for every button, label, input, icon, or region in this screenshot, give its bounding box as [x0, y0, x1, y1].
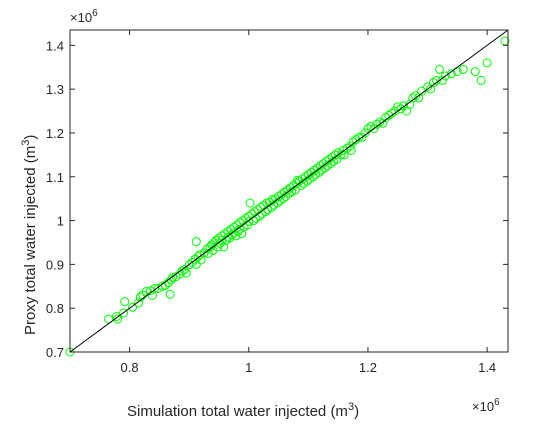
y-tick-label: 1.1 [46, 170, 64, 185]
data-point [482, 58, 492, 68]
data-point [219, 242, 229, 252]
data-point [330, 150, 340, 160]
data-point [274, 192, 284, 201]
data-point [384, 110, 394, 120]
x-axis-label-close: ) [354, 403, 359, 420]
x-exponent-base: ×10 [472, 399, 494, 414]
points-layer [65, 36, 510, 357]
y-tick-label: 0.7 [46, 345, 64, 360]
y-axis-label: Proxy total water injected (m3) [20, 135, 39, 335]
y-tick-label: 1.3 [46, 82, 64, 97]
data-point [369, 124, 379, 134]
data-point [120, 297, 130, 307]
x-exponent-label: ×106 [472, 397, 500, 414]
data-point [231, 231, 241, 241]
y-tick-label: 0.8 [46, 301, 64, 316]
data-point [119, 308, 129, 318]
reference-line-layer [69, 29, 509, 353]
data-point [235, 224, 245, 234]
y-tick-label: 0.9 [46, 257, 64, 272]
data-point [354, 132, 364, 142]
y-tick-label: 1.4 [46, 38, 64, 53]
plot-area-frame [69, 29, 509, 353]
y-axis-label-text: Proxy total water injected (m [22, 146, 39, 335]
y-tick-label: 1.2 [46, 126, 64, 141]
data-point [333, 148, 343, 158]
data-point [113, 314, 123, 324]
data-point [387, 108, 397, 118]
reference-line [69, 29, 509, 353]
data-point [360, 128, 370, 138]
y-exponent-label: ×106 [70, 8, 98, 25]
x-axis-label-sup: 3 [348, 401, 354, 413]
ticks-layer: 0.8 1 1.2 1.4 0.7 0.8 0.9 1 1.1 1.2 1.3 1.4 [46, 30, 508, 375]
data-point [134, 298, 143, 308]
x-tick-label: 1 [245, 360, 252, 375]
data-point [165, 289, 175, 299]
y-exponent-power: 6 [92, 8, 98, 19]
data-point [280, 187, 289, 197]
data-point [297, 174, 307, 184]
data-point [348, 137, 358, 147]
data-point [446, 69, 456, 79]
x-tick-label: 1.4 [478, 360, 496, 375]
data-point [423, 82, 433, 92]
data-point [181, 268, 191, 278]
data-point [372, 119, 382, 129]
data-point [327, 152, 337, 162]
y-tick-label: 1 [57, 214, 64, 229]
data-point [245, 198, 255, 208]
data-point [432, 75, 441, 85]
data-point [381, 113, 391, 123]
x-axis-label-text: Simulation total water injected (m [127, 403, 348, 420]
data-point [411, 91, 421, 101]
data-point [128, 302, 138, 312]
data-point [408, 93, 418, 103]
data-point [191, 237, 201, 247]
data-point [476, 75, 486, 85]
data-point [345, 141, 355, 151]
data-point [342, 143, 352, 153]
data-point [458, 64, 468, 74]
data-point [429, 78, 438, 88]
data-point [237, 229, 247, 239]
data-point [346, 146, 356, 155]
data-point [166, 275, 176, 285]
data-point [168, 273, 177, 282]
data-point [378, 118, 388, 128]
data-point [184, 260, 194, 270]
data-point [396, 104, 406, 114]
data-point [336, 150, 346, 160]
data-point [303, 170, 313, 180]
data-point [321, 156, 331, 166]
data-point [470, 67, 480, 77]
data-point [417, 86, 427, 96]
data-point [286, 183, 295, 193]
x-tick-label: 0.8 [121, 360, 139, 375]
data-point [437, 75, 447, 85]
y-axis-label-close: ) [22, 135, 39, 140]
data-point [351, 135, 361, 144]
data-point [315, 161, 325, 171]
data-point [399, 101, 409, 111]
data-point [177, 266, 187, 276]
x-tick-label: 1.2 [359, 360, 377, 375]
x-axis-label: Simulation total water injected (m3) [127, 401, 359, 420]
y-exponent-base: ×10 [70, 10, 92, 25]
data-point [309, 165, 319, 175]
x-exponent-power: 6 [494, 397, 500, 408]
data-point [435, 64, 444, 74]
data-point [195, 250, 205, 260]
y-axis-label-sup: 3 [20, 140, 32, 146]
data-point [440, 71, 450, 81]
